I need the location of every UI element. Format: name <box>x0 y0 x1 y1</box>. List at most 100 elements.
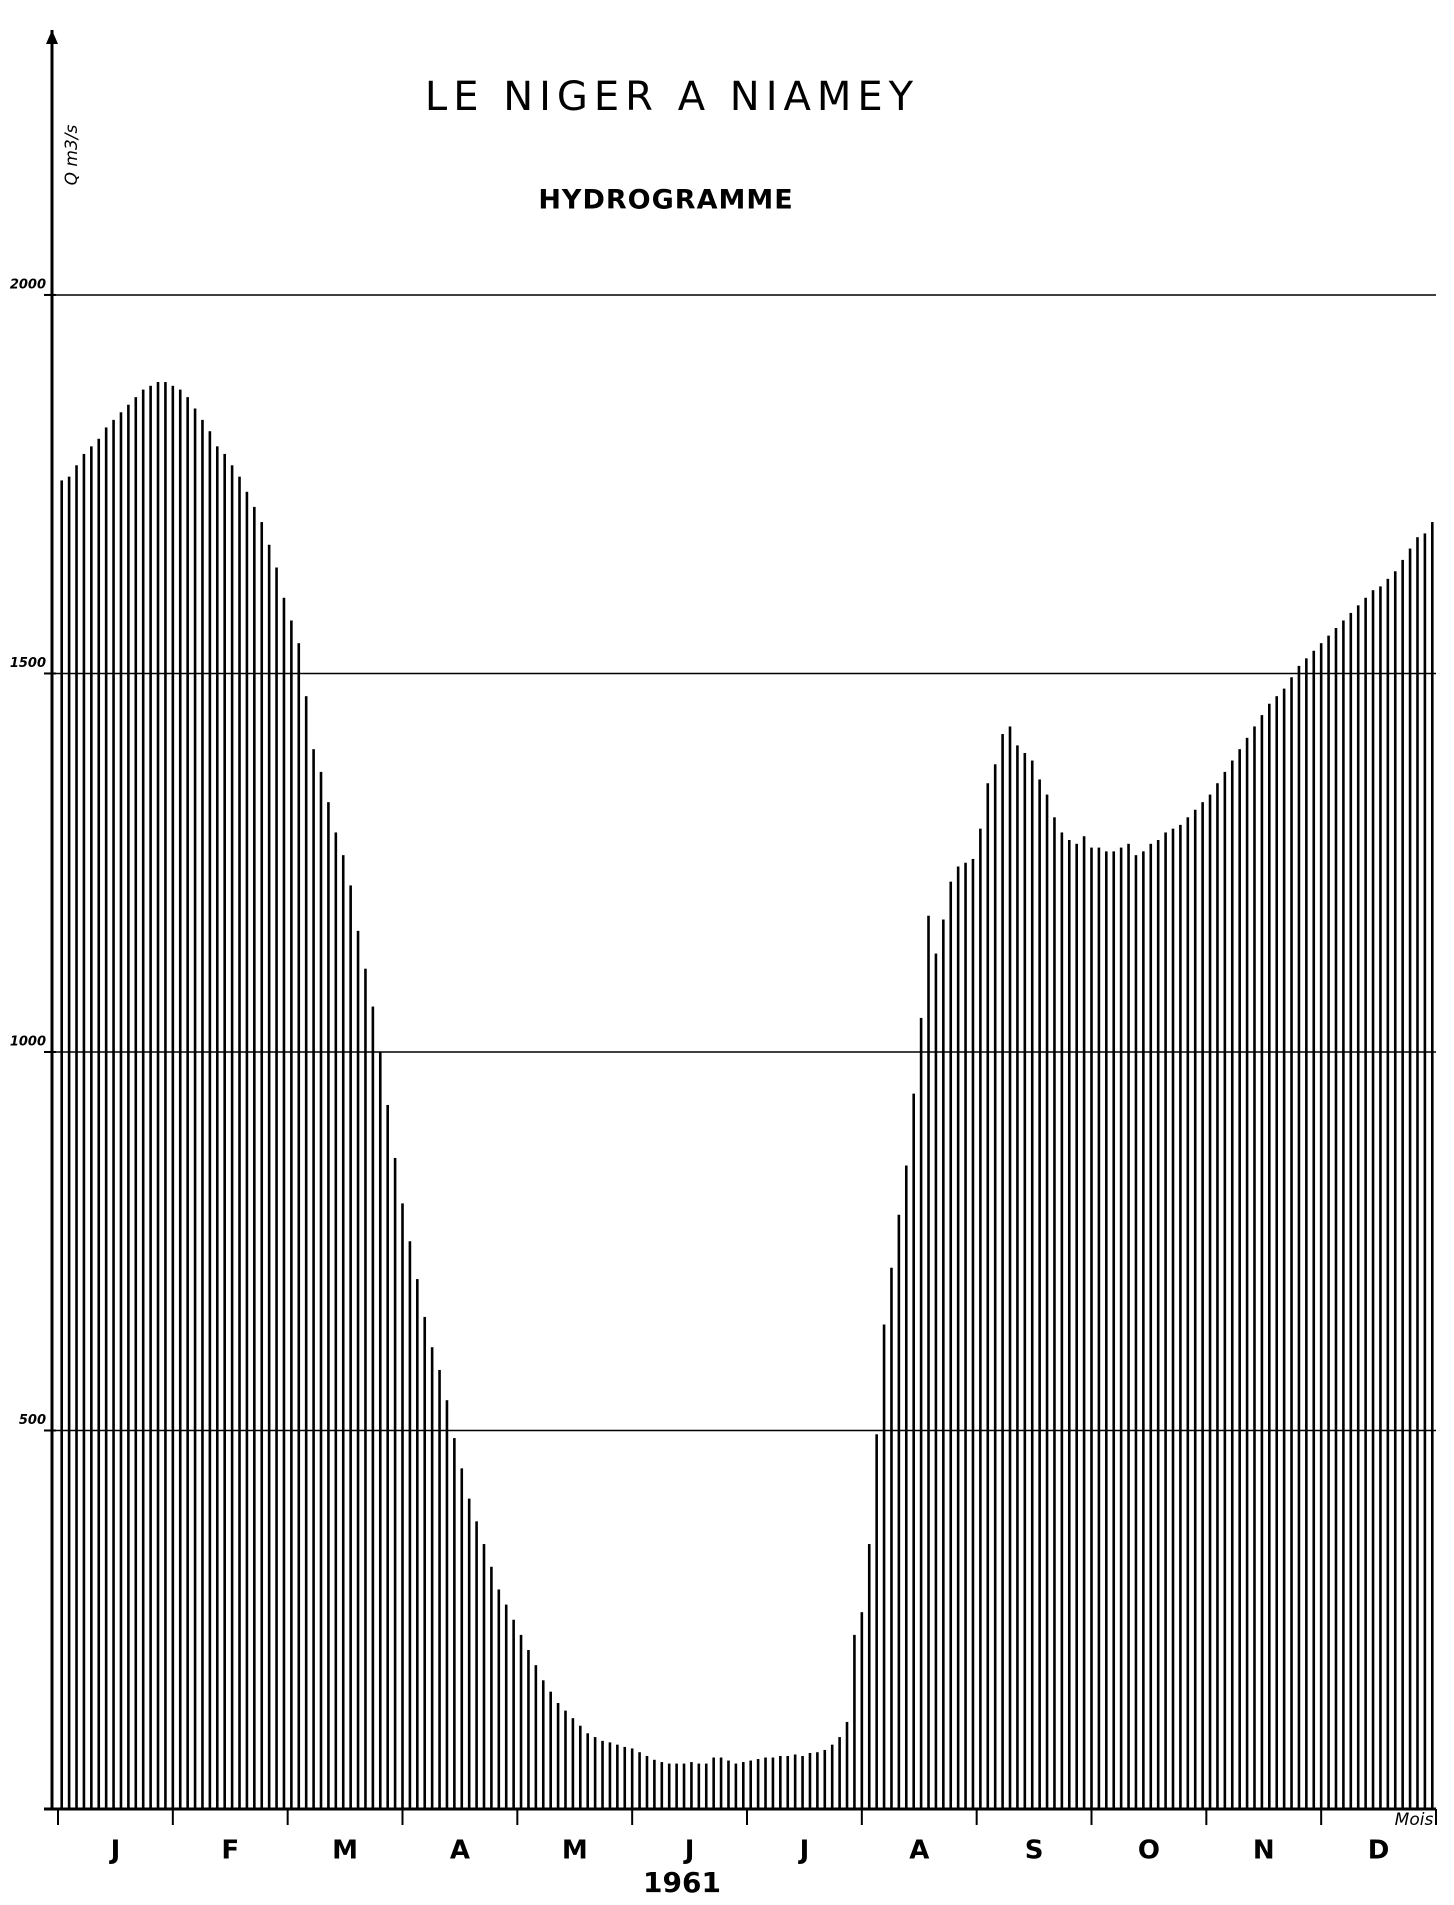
bar <box>304 696 308 1809</box>
x-tick-label: A <box>909 1836 929 1866</box>
bar <box>416 1279 419 1809</box>
bar <box>119 412 123 1809</box>
bar <box>364 968 367 1809</box>
bar <box>430 1347 434 1809</box>
bar <box>1430 522 1434 1809</box>
bar <box>201 419 204 1809</box>
bar <box>1149 843 1153 1809</box>
bar <box>564 1710 567 1809</box>
bar <box>660 1762 664 1809</box>
bar <box>275 567 278 1809</box>
bar <box>890 1267 893 1809</box>
bar <box>67 476 71 1809</box>
bar <box>667 1763 671 1809</box>
bar <box>438 1369 441 1809</box>
bar <box>593 1737 597 1809</box>
bar <box>82 453 86 1810</box>
bar <box>571 1718 575 1809</box>
y-axis-arrow <box>46 30 58 44</box>
bar <box>475 1521 478 1809</box>
bar <box>1112 851 1116 1809</box>
bar <box>141 389 145 1810</box>
bar <box>253 506 256 1810</box>
bar <box>393 1157 397 1809</box>
bar <box>297 643 301 1809</box>
bar <box>1105 851 1108 1809</box>
y-tick-label: 2000 <box>10 277 46 292</box>
bar <box>934 953 938 1809</box>
bar <box>1282 688 1286 1809</box>
bar <box>1312 650 1316 1809</box>
bar <box>453 1438 456 1809</box>
y-tick-label: 1000 <box>10 1034 46 1049</box>
bar <box>127 404 130 1809</box>
bar <box>1016 745 1019 1809</box>
bar <box>1342 620 1345 1810</box>
bar <box>712 1757 715 1809</box>
bar <box>1127 843 1130 1809</box>
bar <box>912 1093 915 1809</box>
bar <box>1216 783 1219 1810</box>
bar <box>178 389 182 1810</box>
bar <box>971 858 975 1809</box>
bar <box>764 1757 767 1809</box>
bar <box>1319 643 1323 1809</box>
bar <box>808 1752 812 1809</box>
bar <box>816 1752 819 1809</box>
bar <box>830 1744 834 1809</box>
bar <box>1142 851 1145 1809</box>
bar <box>741 1762 745 1809</box>
bar <box>60 480 64 1809</box>
bar <box>704 1763 708 1809</box>
bar <box>401 1203 404 1809</box>
bar <box>1060 832 1064 1809</box>
bar <box>512 1619 515 1809</box>
bar <box>845 1721 849 1809</box>
bar <box>786 1756 790 1809</box>
bar <box>1371 590 1375 1809</box>
bar <box>1245 737 1249 1809</box>
chart-title: LE NIGER A NIAMEY <box>425 74 919 120</box>
bar <box>112 419 115 1809</box>
bar <box>1030 760 1034 1809</box>
bar <box>1067 840 1071 1809</box>
bar <box>942 919 945 1809</box>
bar <box>979 828 982 1809</box>
bar <box>490 1566 493 1809</box>
bar <box>349 885 352 1809</box>
bar <box>1223 771 1227 1809</box>
bar <box>653 1759 656 1809</box>
bar <box>1164 832 1167 1809</box>
bar <box>1393 571 1397 1809</box>
y-axis-label: Q m3/s <box>62 124 82 185</box>
bar <box>1156 840 1160 1809</box>
bar <box>801 1756 804 1809</box>
bar <box>208 431 212 1809</box>
bar <box>616 1744 619 1809</box>
bar <box>853 1634 856 1809</box>
bar <box>171 385 175 1809</box>
bar <box>445 1400 449 1809</box>
bar <box>756 1759 760 1809</box>
bar <box>1186 817 1190 1809</box>
bar <box>164 382 167 1809</box>
bar <box>690 1762 693 1809</box>
bar <box>838 1737 841 1809</box>
bar <box>378 1051 382 1809</box>
bar <box>1334 628 1338 1809</box>
x-tick-label: O <box>1138 1836 1160 1866</box>
bar <box>1253 726 1256 1809</box>
bar <box>423 1316 427 1809</box>
bar <box>1416 537 1419 1809</box>
bar <box>312 749 315 1810</box>
bar <box>927 915 930 1809</box>
bar <box>1238 749 1241 1810</box>
bar <box>682 1763 686 1809</box>
bar <box>1119 847 1123 1809</box>
bar <box>638 1752 641 1809</box>
bar <box>386 1104 389 1809</box>
bar <box>482 1544 486 1809</box>
bar <box>260 522 264 1809</box>
bar <box>186 397 189 1810</box>
